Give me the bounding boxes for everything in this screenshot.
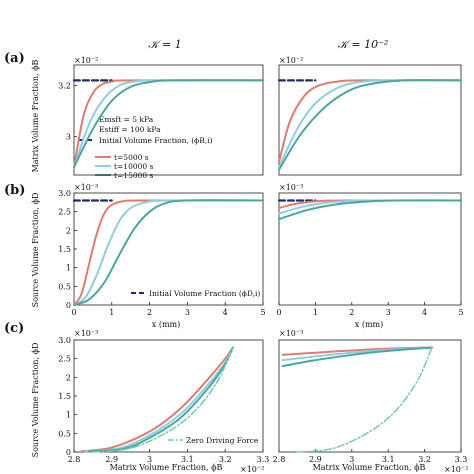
ylabel-b: Source Volume Fraction, ϕD [31,193,40,308]
xlabel-c-right: Matrix Volume Fraction, ϕB [313,463,426,472]
ytick-label: 2.5 [58,355,71,364]
panel-b-right: 0 1 2 3 4 5 [276,192,464,317]
legend-a-initial-label: Initial Volume Fraction, (ϕB,i) [99,136,213,145]
xtick-label: 3.1 [181,455,194,464]
series-line-t5000 [73,199,264,306]
x-exponent-c-left: ×10⁻² [240,465,264,474]
ytick-label: 0 [66,301,71,310]
column-title-right: 𝒦 = 10⁻² [338,38,389,51]
ytick-label: 3.2 [58,81,71,90]
xtick-label: 2.8 [68,455,81,464]
xtick-label: 4 [223,308,228,317]
ytick-label: 2 [66,226,71,235]
legend-c-zero-label: Zero Driving Force [186,436,259,445]
exponent-c-right: ×10⁻³ [279,329,303,338]
ytick-label: 3.0 [58,189,71,198]
ytick-label: 3.0 [58,336,71,345]
exponent-b-right: ×10⁻³ [279,183,303,192]
legend-c: Zero Driving Force [168,436,259,445]
xtick-label: 3.1 [382,455,395,464]
ytick-label: 0 [66,448,71,457]
panel-c-left: 0 0.5 1 1.5 2 2.5 3.0 2.8 2.9 3 3.1 3.2 3.3 [58,336,269,464]
xtick-label: 1 [313,308,318,317]
xtick-label: 3 [147,455,152,464]
xtick-label: 3.2 [219,455,232,464]
series-line-t10000 [73,199,264,306]
axes-frame-a-left [73,64,264,176]
ytick-label: 0.5 [58,282,71,291]
axes-frame-a-right [278,64,462,176]
legend-a-t15000-label: t=15000 s [114,171,154,180]
xtick-label: 4 [422,308,427,317]
panel-b-left: 0 0.5 1 1.5 2 2.5 3.0 0 1 2 3 4 5 [58,189,265,317]
ylabel-c: Source Volume Fraction, ϕD [31,343,40,458]
xtick-label: 3 [386,308,391,317]
plot-area: 33.200.511.522.53.00 1 2 3 4 5 0 1 2 3 4 500.511.52… [58,64,468,464]
xtick-label: 2 [147,308,152,317]
legend-b-initial-label: Initial Volume Fraction (ϕD,i) [149,289,260,298]
ytick-label: 2.5 [58,208,71,217]
xtick-label: 3.3 [257,455,270,464]
column-title-left: 𝒦 = 1 [148,38,181,51]
panel-label-c: (c) [4,321,24,336]
xtick-label: 2.9 [309,455,322,464]
legend-a-estiff: Estiff = 100 kPa [99,125,161,134]
series-line-zero [92,346,234,453]
legend-a-t5000-label: t=5000 s [114,153,149,162]
xtick-label: 2 [349,308,354,317]
series-line-t15000 [73,199,264,306]
panel-label-a: (a) [4,51,25,66]
xtick-label: 5 [260,308,265,317]
ytick-label: 1.5 [58,245,71,254]
exponent-b-left: ×10⁻³ [74,183,98,192]
ylabel-a: Matrix Volume Fraction, ϕB [31,59,40,172]
ytick-label: 1 [66,411,71,420]
xtick-label: 0 [71,308,76,317]
exponent-c-left: ×10⁻³ [74,329,98,338]
xtick-label: 5 [458,308,463,317]
series-line-t15000 [73,79,264,169]
series-line-t5000 [80,346,234,453]
xtick-label: 3.2 [418,455,431,464]
xlabel-c-left: Matrix Volume Fraction, ϕB [110,463,223,472]
axes-frame-b-right [278,192,462,306]
panel-c-right: 2.8 2.9 3 3.1 3.2 3.3 [273,339,468,464]
series-line-t10000 [278,79,462,169]
xtick-label: 3.3 [455,455,468,464]
x-exponent-c-right: ×10⁻² [444,465,468,474]
ytick-label: 2 [66,373,71,382]
xlabel-b-left: x (mm) [152,320,180,329]
xtick-label: 3 [185,308,190,317]
series-line-t15000 [281,346,433,368]
xtick-label: 2.9 [105,455,118,464]
legend-a: Emsft = 5 kPa Estiff = 100 kPa Initial V… [79,115,213,180]
ytick-label: 0.5 [58,429,71,438]
xlabel-b-right: x (mm) [355,320,383,329]
panel-label-b: (b) [4,183,25,198]
exponent-a-left: ×10⁻² [74,56,98,65]
xtick-label: 0 [276,308,281,317]
xtick-label: 3 [349,455,354,464]
xtick-label: 2.8 [273,455,286,464]
axes-frame-c-right [278,339,462,453]
ytick-label: 1.5 [58,392,71,401]
panel-a-left: 33.2 [58,64,264,176]
series-line-zero [296,346,433,453]
series-line-t15000 [278,199,462,221]
panel-a-right [277,64,462,176]
legend-b: Initial Volume Fraction (ϕD,i) [131,289,260,298]
legend-a-emsft: Emsft = 5 kPa [99,115,154,124]
exponent-a-right: ×10⁻² [279,56,303,65]
xtick-label: 1 [109,308,114,317]
series-line-t15000 [278,79,462,171]
ytick-label: 3 [66,133,71,142]
legend-a-t10000-label: t=10000 s [114,162,154,171]
series-line-t5000 [278,79,462,164]
ytick-label: 1 [66,264,71,273]
